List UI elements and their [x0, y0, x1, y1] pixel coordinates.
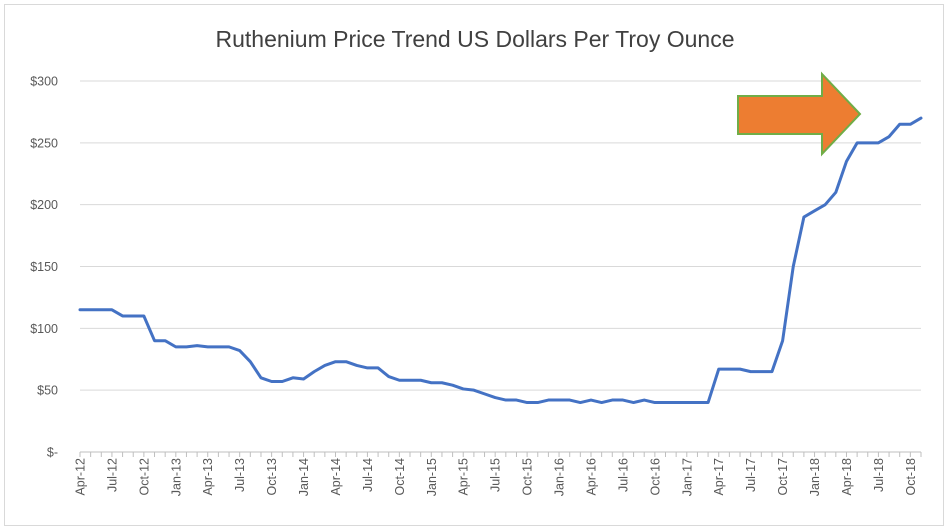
x-tick-label: Jul-18	[872, 458, 886, 492]
x-tick-label: Apr-15	[457, 458, 471, 496]
x-tick-label: Oct-12	[137, 458, 151, 496]
chart-frame	[4, 4, 944, 526]
x-tick-label: Oct-18	[904, 458, 918, 496]
grid-lines	[80, 80, 921, 391]
right-arrow-icon	[737, 71, 862, 157]
y-tick-label: $-	[47, 446, 58, 460]
x-tick-label: Jan-18	[808, 458, 822, 496]
x-tick-label: Oct-17	[776, 458, 790, 496]
x-tick-label: Oct-16	[648, 458, 662, 496]
x-tick-label: Jul-16	[616, 458, 630, 492]
annotation-layer	[737, 71, 862, 157]
x-axis	[79, 451, 922, 457]
y-tick-label: $300	[30, 75, 58, 89]
x-tick-label: Apr-12	[74, 458, 88, 496]
x-tick-label: Oct-14	[393, 458, 407, 496]
x-tick-label: Jan-17	[680, 458, 694, 496]
x-tick-label: Apr-13	[201, 458, 215, 496]
x-tick-label: Apr-17	[712, 458, 726, 496]
x-tick-label: Jan-13	[169, 458, 183, 496]
x-tick-label: Apr-16	[584, 458, 598, 496]
x-tick-label: Jan-15	[425, 458, 439, 496]
y-tick-label: $200	[30, 198, 58, 212]
y-tick-label: $100	[30, 322, 58, 336]
x-tick-label: Jul-15	[489, 458, 503, 492]
x-tick-label: Jul-13	[233, 458, 247, 492]
x-axis-labels: Apr-12 Jul-12 Oct-12 Jan-13 Apr-13 Jul-13 Oct-…	[74, 458, 918, 496]
y-tick-label: $250	[30, 136, 58, 150]
y-tick-label: $50	[37, 384, 58, 398]
x-tick-label: Apr-14	[329, 458, 343, 496]
y-tick-label: $150	[30, 260, 58, 274]
x-tick-label: Jul-12	[105, 458, 119, 492]
series-line	[78, 116, 923, 405]
x-tick-label: Oct-15	[521, 458, 535, 496]
x-tick-label: Jul-14	[361, 458, 375, 492]
price-series	[78, 116, 923, 405]
y-axis-labels: $- $50 $100 $150 $200 $250 $300	[30, 75, 58, 460]
x-tick-label: Jul-17	[744, 458, 758, 492]
x-tick-label: Jan-14	[297, 458, 311, 496]
x-tick-label: Apr-18	[840, 458, 854, 496]
x-tick-label: Jan-16	[553, 458, 567, 496]
x-tick-label: Oct-13	[265, 458, 279, 496]
chart-title: Ruthenium Price Trend US Dollars Per Tro…	[215, 26, 735, 52]
